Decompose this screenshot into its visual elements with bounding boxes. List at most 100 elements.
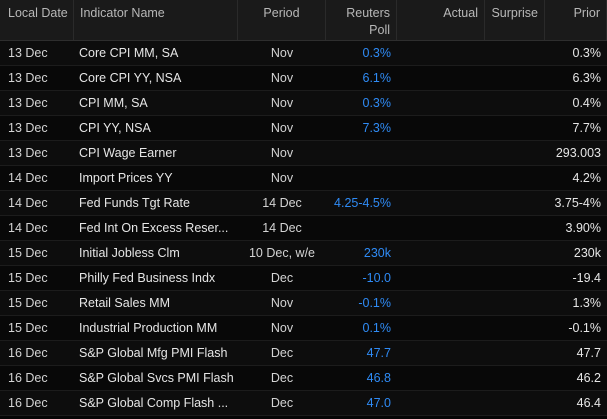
cell-period: 10 Dec, w/e	[238, 241, 326, 265]
cell-period-text: Nov	[270, 121, 294, 135]
cell-period-text: Dec	[270, 346, 294, 360]
cell-local-date: 15 Dec	[0, 241, 74, 265]
cell-local-date: 15 Dec	[0, 291, 74, 315]
column-header-surprise[interactable]: Surprise	[485, 0, 545, 40]
cell-local-date-text: 13 Dec	[8, 146, 48, 160]
cell-reuters-poll	[326, 216, 397, 240]
cell-surprise	[485, 266, 545, 290]
cell-indicator-name-text: Initial Jobless Clm	[79, 246, 180, 260]
table-row[interactable]: 13 Dec CPI YY, NSA Nov 7.3% 7.7%	[0, 116, 607, 141]
table-row[interactable]: 15 Dec Retail Sales MM Nov -0.1% 1.3%	[0, 291, 607, 316]
table-row[interactable]: 15 Dec Philly Fed Business Indx Dec -10.0 -1…	[0, 266, 607, 291]
table-row[interactable]: 15 Dec Industrial Production MM Nov 0.1% -0.…	[0, 316, 607, 341]
cell-reuters-poll: -10.0	[326, 266, 397, 290]
table-row[interactable]: 16 Dec S&P Global Comp Flash ... Dec 47.0 46…	[0, 391, 607, 416]
cell-local-date: 16 Dec	[0, 391, 74, 415]
cell-local-date: 13 Dec	[0, 41, 74, 65]
table-row[interactable]: 13 Dec CPI MM, SA Nov 0.3% 0.4%	[0, 91, 607, 116]
column-header-period[interactable]: Period	[238, 0, 326, 40]
cell-local-date: 16 Dec	[0, 366, 74, 390]
cell-surprise	[485, 291, 545, 315]
cell-indicator-name-text: S&P Global Mfg PMI Flash	[79, 346, 228, 360]
cell-reuters-poll-text: 47.0	[366, 396, 391, 410]
cell-local-date-text: 15 Dec	[8, 321, 48, 335]
column-header-reuters-poll-line1: Reuters	[346, 6, 390, 20]
cell-reuters-poll: 46.8	[326, 366, 397, 390]
cell-period: 14 Dec	[238, 216, 326, 240]
cell-indicator-name: CPI Wage Earner	[74, 141, 238, 165]
cell-prior-text: 46.2	[576, 371, 601, 385]
cell-reuters-poll: 0.3%	[326, 91, 397, 115]
cell-prior: 0.4%	[545, 91, 607, 115]
cell-indicator-name: Import Prices YY	[74, 166, 238, 190]
cell-prior: 293.003	[545, 141, 607, 165]
cell-reuters-poll-text: 0.3%	[362, 46, 392, 60]
cell-prior-text: 1.3%	[572, 296, 602, 310]
cell-indicator-name: Industrial Production MM	[74, 316, 238, 340]
cell-surprise	[485, 366, 545, 390]
table-row[interactable]: 13 Dec Core CPI MM, SA Nov 0.3% 0.3%	[0, 41, 607, 66]
column-header-reuters-poll[interactable]: Reuters Poll	[326, 0, 397, 40]
cell-prior-text: 46.4	[576, 396, 601, 410]
cell-surprise	[485, 191, 545, 215]
cell-period-text: 14 Dec	[262, 221, 302, 235]
cell-indicator-name: S&P Global Mfg PMI Flash	[74, 341, 238, 365]
cell-reuters-poll: 230k	[326, 241, 397, 265]
cell-local-date: 13 Dec	[0, 141, 74, 165]
cell-prior: 47.7	[545, 341, 607, 365]
cell-actual	[397, 391, 485, 415]
cell-surprise	[485, 316, 545, 340]
table-row[interactable]: 13 Dec Core CPI YY, NSA Nov 6.1% 6.3%	[0, 66, 607, 91]
table-row[interactable]: 15 Dec Initial Jobless Clm 10 Dec, w/e 230k…	[0, 241, 607, 266]
cell-actual	[397, 91, 485, 115]
cell-indicator-name: Fed Int On Excess Reser...	[74, 216, 238, 240]
column-header-actual[interactable]: Actual	[397, 0, 485, 40]
cell-prior: 0.3%	[545, 41, 607, 65]
cell-actual	[397, 366, 485, 390]
cell-period-text: Dec	[270, 371, 294, 385]
cell-period-text: Nov	[270, 71, 294, 85]
cell-prior: 230k	[545, 241, 607, 265]
column-header-reuters-poll-line2: Poll	[369, 23, 390, 37]
cell-indicator-name-text: Import Prices YY	[79, 171, 173, 185]
cell-period: Nov	[238, 316, 326, 340]
cell-indicator-name: Initial Jobless Clm	[74, 241, 238, 265]
cell-indicator-name: Core CPI YY, NSA	[74, 66, 238, 90]
cell-surprise	[485, 91, 545, 115]
cell-surprise	[485, 66, 545, 90]
table-row[interactable]: 14 Dec Fed Int On Excess Reser... 14 Dec 3.…	[0, 216, 607, 241]
table-row[interactable]: 13 Dec CPI Wage Earner Nov 293.003	[0, 141, 607, 166]
cell-reuters-poll: 7.3%	[326, 116, 397, 140]
table-row[interactable]: 14 Dec Import Prices YY Nov 4.2%	[0, 166, 607, 191]
cell-prior-text: 6.3%	[572, 71, 602, 85]
cell-period-text: 14 Dec	[262, 196, 302, 210]
column-header-prior[interactable]: Prior	[545, 0, 607, 40]
cell-reuters-poll-text: 230k	[363, 246, 391, 260]
cell-period: Dec	[238, 266, 326, 290]
cell-local-date: 15 Dec	[0, 266, 74, 290]
table-row[interactable]: 16 Dec S&P Global Svcs PMI Flash Dec 46.8 46…	[0, 366, 607, 391]
cell-period: Nov	[238, 166, 326, 190]
table-row[interactable]: 14 Dec Fed Funds Tgt Rate 14 Dec 4.25-4.5% 3…	[0, 191, 607, 216]
column-header-indicator-name[interactable]: Indicator Name	[74, 0, 238, 40]
cell-prior: 1.3%	[545, 291, 607, 315]
cell-period-text: Nov	[270, 46, 294, 60]
cell-indicator-name-text: Core CPI YY, NSA	[79, 71, 182, 85]
cell-prior: -19.4	[545, 266, 607, 290]
cell-reuters-poll	[326, 166, 397, 190]
cell-indicator-name: Philly Fed Business Indx	[74, 266, 238, 290]
cell-local-date-text: 13 Dec	[8, 121, 48, 135]
cell-reuters-poll-text: -0.1%	[358, 296, 391, 310]
table-row[interactable]: 16 Dec S&P Global Mfg PMI Flash Dec 47.7 47.…	[0, 341, 607, 366]
cell-surprise	[485, 41, 545, 65]
cell-surprise	[485, 341, 545, 365]
column-header-local-date[interactable]: Local Date	[0, 0, 74, 40]
cell-period: 14 Dec	[238, 191, 326, 215]
cell-period: Dec	[238, 391, 326, 415]
cell-prior: 6.3%	[545, 66, 607, 90]
cell-period-text: Dec	[270, 271, 294, 285]
cell-prior-text: 0.3%	[572, 46, 602, 60]
cell-period: Nov	[238, 41, 326, 65]
cell-reuters-poll: 47.7	[326, 341, 397, 365]
